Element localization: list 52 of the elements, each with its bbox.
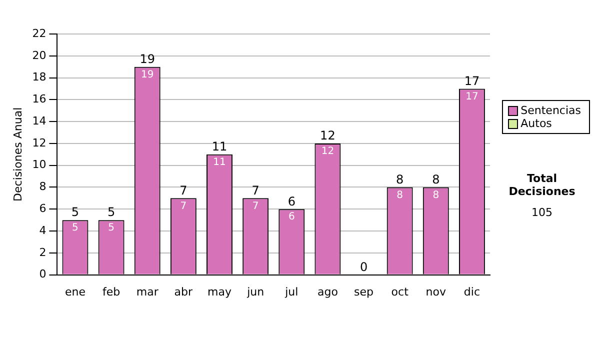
data-label: 5 [108,222,114,234]
data-label: 7 [180,200,187,212]
legend-label: Autos [520,117,552,130]
text: 105 [530,206,554,219]
x-tick-label: jun [246,285,264,298]
x-tick-label: dic [464,285,480,298]
data-label: 7 [252,200,259,212]
total-label: 5 [71,205,80,220]
data-label: 5 [72,222,78,234]
y-tick-label: 20 [32,48,46,62]
total-label: 11 [212,140,228,154]
x-tick-label: mar [136,285,159,298]
total-label: 12 [320,128,336,143]
legend-label: Sentencias [520,104,581,117]
x-tick-label: ene [64,285,86,298]
y-axis-title: Decisiones Anual [11,107,24,202]
y-tick-label: 2 [39,246,46,259]
text: Total Decisiones [508,172,576,198]
total-label: 8 [396,172,404,186]
x-tick-label: jul [284,285,298,298]
y-tick-label: 22 [32,26,46,40]
x-tick-label: sep [354,285,374,298]
total-label: 0 [360,260,368,274]
y-tick-label: 12 [32,136,46,150]
x-tick-label: nov [426,285,446,298]
total-label: 6 [288,194,296,208]
total-label: 8 [432,172,440,186]
total-label: 17 [464,74,480,88]
x-tick-label: oct [391,285,410,298]
y-tick-label: 10 [32,158,46,172]
data-label: 12 [321,146,334,158]
data-label: 19 [140,69,154,80]
x-tick-label: feb [102,285,120,298]
y-tick-label: 4 [39,224,46,237]
y-tick-label: 18 [32,70,46,84]
data-label: 17 [466,91,478,102]
y-tick-label: 0 [39,268,46,281]
data-label: 6 [288,212,295,223]
data-label: 8 [432,190,440,201]
x-tick-label: may [208,285,232,298]
total-label: 5 [107,205,116,220]
y-tick-label: 6 [39,202,46,215]
y-tick-label: 8 [39,180,46,194]
y-tick-label: 16 [32,92,46,106]
data-label: 8 [396,190,404,201]
x-tick-label: abr [174,285,194,298]
y-tick-label: 14 [32,114,46,128]
total-label: 7 [252,183,260,198]
x-tick-label: ago [317,285,338,298]
data-label: 11 [213,156,226,168]
total-label: 19 [140,52,156,66]
total-label: 7 [180,183,188,198]
